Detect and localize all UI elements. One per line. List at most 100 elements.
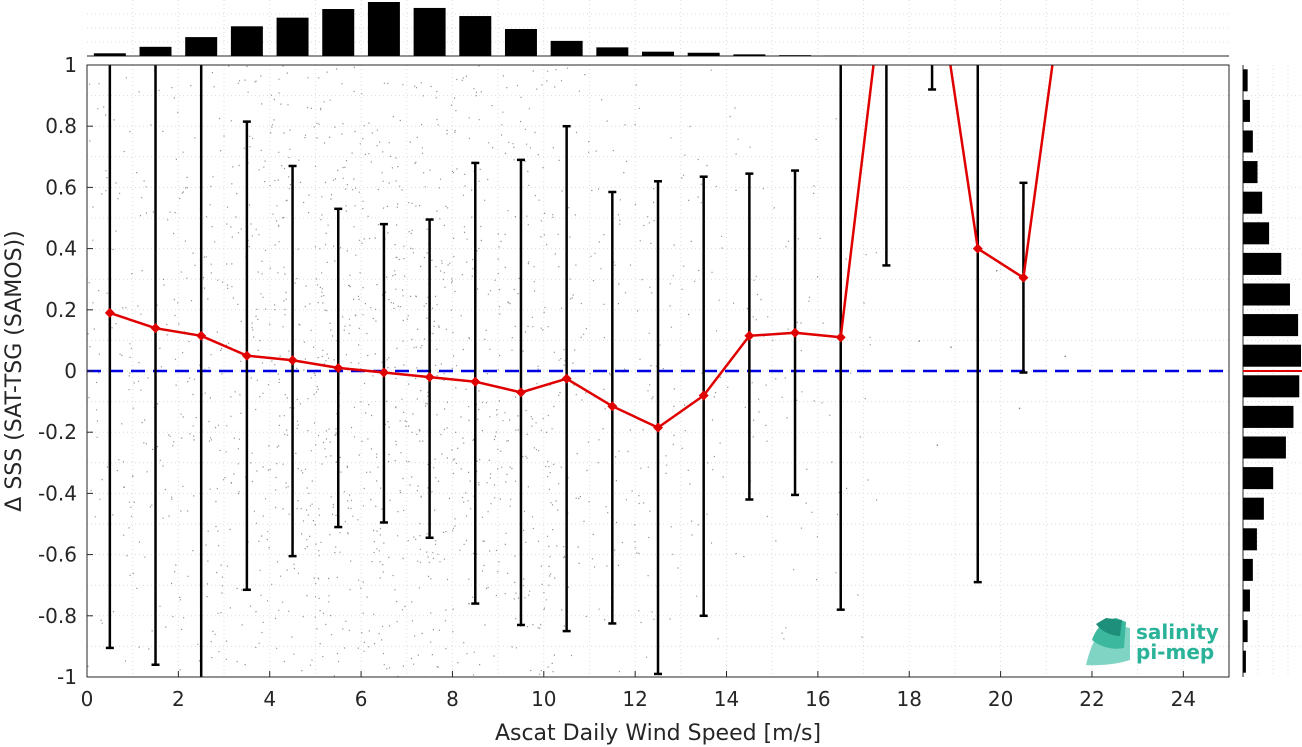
right-hist-bar [1243,314,1299,337]
y-tick-label: -1 [57,665,77,689]
right-hist-bar [1243,191,1263,214]
mean-marker [561,373,572,384]
x-tick-label: 4 [263,687,276,711]
y-tick-label: -0.6 [38,543,77,567]
x-tick-label: 8 [446,687,459,711]
mean-series [104,65,1054,433]
top-hist-bar [687,52,720,56]
x-tick-label: 18 [897,687,922,711]
mean-line [109,65,1054,430]
x-tick-label: 20 [988,687,1013,711]
y-tick-label: 0.2 [45,298,77,322]
top-histogram [87,0,1229,57]
mean-marker [196,330,207,341]
y-tick-label: 0.8 [45,114,77,138]
top-hist-bar [459,16,492,56]
x-tick-label: 24 [1171,687,1196,711]
mean-marker [241,350,252,361]
mean-marker [1018,272,1029,283]
x-tick-label: 10 [531,687,556,711]
right-hist-bar [1243,222,1270,245]
y-tick-label: 1 [64,53,77,77]
right-hist-bar [1243,528,1257,551]
right-hist-bar [1243,558,1253,581]
logo-line-1: salinity [1136,620,1219,644]
scatter-point [936,444,939,446]
y-axis-label: Δ SSS (SAT-TSG (SAMOS)) [2,230,27,511]
y-tick-label: -0.8 [38,604,77,628]
right-hist-bar [1243,467,1274,490]
right-hist-bar [1243,436,1286,459]
right-hist-bar [1243,252,1282,275]
mean-marker [607,401,618,412]
right-hist-bar [1243,344,1301,367]
mean-marker [698,390,709,401]
scatter-point [950,346,952,348]
error-bar [973,65,982,584]
scatter-point [918,340,920,342]
x-axis-label: Ascat Daily Wind Speed [m/s] [495,721,821,746]
logo-line-2: pi-mep [1136,640,1214,664]
mean-marker [835,332,846,343]
right-hist-bar [1243,620,1248,643]
mean-marker [378,367,389,378]
top-hist-bar [139,46,172,56]
y-tick-label: 0.6 [45,175,77,199]
x-tick-label: 22 [1079,687,1104,711]
mean-marker [515,387,526,398]
scatter-point [1064,355,1066,358]
right-hist-bar [1243,650,1246,673]
error-bar [836,65,845,611]
right-hist-bar [1243,130,1253,153]
x-tick-label: 12 [622,687,647,711]
top-hist-bar [367,2,400,56]
error-bar [105,65,114,650]
x-tick-label: 6 [355,687,368,711]
top-hist-bar [93,53,126,56]
top-hist-bar [642,51,674,56]
mean-marker [470,376,481,387]
y-tick-label: -0.4 [38,481,77,505]
scatter-points [87,65,1066,677]
error-bar [199,65,203,677]
top-hist-bar [276,17,309,56]
right-hist-bar [1243,283,1290,306]
top-hist-bar [504,29,537,56]
y-tick-label: 0.4 [45,237,77,261]
top-hist-bar [733,54,766,56]
right-hist-bar [1243,405,1294,428]
x-tick-labels: 0 2 4 6 8 10 12 14 16 18 20 22 24 [81,671,1196,711]
x-tick-label: 14 [714,687,739,711]
right-hist-bar [1243,69,1248,92]
wave-icon [1086,618,1130,666]
top-hist-bar [596,47,629,56]
error-bar [882,65,891,267]
salinity-pi-mep-logo: salinity pi-mep [1086,618,1219,666]
mean-marker [104,307,115,318]
mean-marker [287,355,298,366]
top-hist-bar [550,40,583,56]
mean-marker [790,327,801,338]
right-histogram [1242,65,1302,677]
mean-marker [744,330,755,341]
top-hist-bar [230,26,263,56]
error-bar [151,65,160,667]
right-hist-bar [1243,161,1258,184]
top-hist-bar [779,55,812,56]
x-tick-label: 2 [172,687,185,711]
main-axes: 0 2 4 6 8 10 12 14 16 18 20 22 24 -1-0.8-0.6-0.4-0.2… [38,53,1230,711]
y-tick-label: -0.2 [38,420,77,444]
x-tick-label: 0 [81,687,94,711]
scatter-point [996,270,998,272]
scatter-point [1018,407,1021,410]
y-tick-labels: -1 -0.8 -0.6 -0.4 -0.2 0 0.2 0.4 0.6 0.8 1 [38,53,93,689]
right-hist-bar [1243,375,1300,398]
top-hist-bar [413,7,446,57]
mean-marker [424,372,435,383]
right-hist-bar [1243,497,1264,520]
mean-marker [653,422,663,433]
top-hist-bar [185,37,218,56]
right-hist-bar [1243,589,1250,612]
top-histogram-bars [93,2,857,57]
